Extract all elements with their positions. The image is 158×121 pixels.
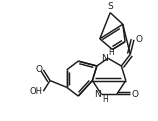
Text: H: H [102, 95, 108, 104]
Text: N: N [94, 90, 101, 99]
Text: O: O [132, 90, 139, 99]
Text: OH: OH [29, 87, 42, 96]
Text: N: N [101, 54, 108, 63]
Text: O: O [35, 65, 42, 74]
Text: S: S [107, 2, 113, 11]
Text: O: O [135, 35, 142, 44]
Text: H: H [109, 48, 114, 57]
